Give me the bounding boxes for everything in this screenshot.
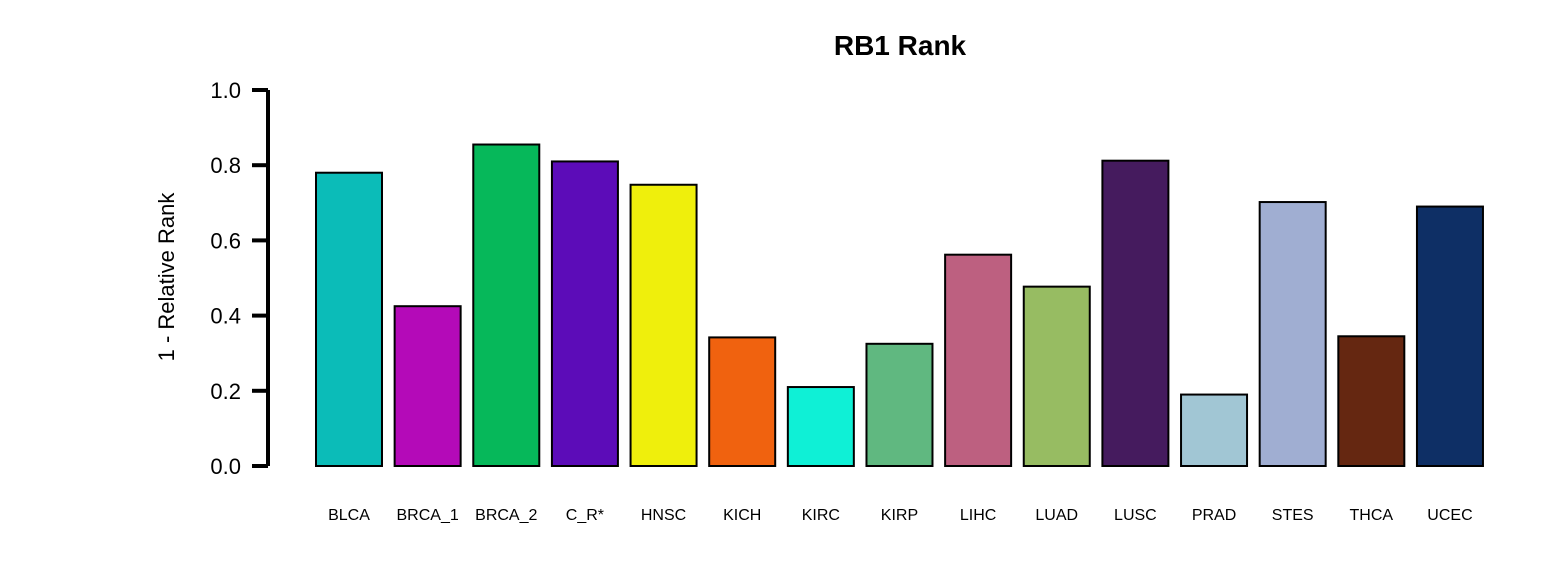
bar-kirp: [865, 342, 934, 467]
x-tick-label: HNSC: [641, 507, 686, 524]
bar-hnsc: [629, 183, 698, 467]
y-axis-label: 1 - Relative Rank: [154, 192, 179, 362]
x-tick-label: KIRP: [881, 507, 918, 524]
y-axis-ticks: 0.0 0.2 0.4 0.6 0.8 1.0: [210, 78, 268, 479]
y-tick-label: 0.8: [210, 153, 241, 178]
x-tick-label: KIRC: [802, 507, 840, 524]
y-tick-label: 0.6: [210, 228, 241, 253]
x-axis-tick-labels: BLCA BRCA_1 BRCA_2 C_R* HNSC KICH KIRC KIRP LIHC…: [328, 507, 1473, 524]
bar-brca-1: [393, 305, 462, 468]
chart-title: RB1 Rank: [834, 30, 967, 61]
y-tick-label: 1.0: [210, 78, 241, 103]
bar-prad: [1180, 393, 1249, 467]
y-tick-label: 0.4: [210, 304, 241, 329]
bar-c-r: [550, 160, 619, 467]
y-tick-label: 0.2: [210, 379, 241, 404]
x-tick-label: LIHC: [960, 507, 996, 524]
bar-blca: [315, 171, 383, 467]
x-tick-label: KICH: [723, 507, 761, 524]
x-tick-label: PRAD: [1192, 507, 1236, 524]
bar-lihc: [944, 253, 1013, 467]
bars-group: [315, 143, 1484, 468]
bar-ucec: [1415, 205, 1484, 467]
x-tick-label: LUSC: [1114, 507, 1157, 524]
x-tick-label: STES: [1272, 507, 1314, 524]
y-tick-label: 0.0: [210, 454, 241, 479]
bar-brca-2: [472, 143, 541, 468]
x-tick-label: THCA: [1350, 507, 1394, 524]
bar-kirc: [786, 386, 855, 468]
bar-thca: [1337, 335, 1406, 467]
bar-kich: [708, 336, 777, 467]
x-tick-label: BRCA_1: [397, 507, 459, 524]
x-tick-label: BLCA: [328, 507, 370, 524]
bar-lusc: [1101, 159, 1170, 468]
x-tick-label: BRCA_2: [475, 507, 537, 524]
bar-luad: [1022, 285, 1091, 468]
bar-stes: [1258, 201, 1327, 467]
x-tick-label: C_R*: [566, 507, 604, 524]
x-tick-label: LUAD: [1035, 507, 1078, 524]
x-tick-label: UCEC: [1427, 507, 1472, 524]
